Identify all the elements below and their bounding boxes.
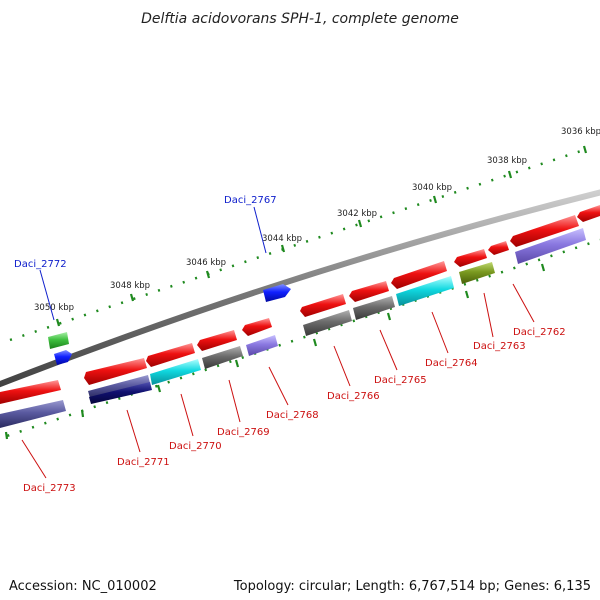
map-title: Delftia acidovorans SPH-1, complete geno… bbox=[141, 11, 459, 27]
leader-line bbox=[21, 439, 47, 479]
inner-tick bbox=[464, 290, 470, 299]
gene-block bbox=[459, 262, 495, 284]
gene-label-daci-2770: Daci_2770 bbox=[169, 441, 222, 452]
tick-label: 3038 kbp bbox=[487, 156, 527, 166]
gene-label-daci-2762: Daci_2762 bbox=[513, 327, 566, 338]
topology-text: Topology: circular; Length: 6,767,514 bp… bbox=[233, 579, 591, 594]
leader-line bbox=[253, 206, 267, 254]
tick-labels: 3050 kbp 3048 kbp 3046 kbp 3044 kbp 3042… bbox=[34, 127, 600, 313]
gene-block bbox=[246, 335, 278, 356]
major-tick bbox=[582, 145, 588, 154]
gene-block bbox=[0, 380, 61, 404]
gene-block bbox=[391, 261, 447, 289]
leader-line bbox=[333, 345, 351, 387]
gene-label-daci-2769: Daci_2769 bbox=[217, 427, 270, 438]
tick-label: 3040 kbp bbox=[412, 183, 452, 193]
leader-line bbox=[39, 269, 55, 321]
gene-block bbox=[303, 310, 352, 336]
gene-block bbox=[353, 296, 395, 320]
gene-block bbox=[146, 343, 195, 367]
gene-block bbox=[0, 400, 66, 428]
gene-block bbox=[150, 359, 201, 385]
tick-label: 3044 kbp bbox=[262, 234, 302, 244]
inner-tick bbox=[312, 338, 318, 347]
major-tick bbox=[205, 270, 211, 279]
gene-label-daci-2772: Daci_2772 bbox=[14, 259, 67, 270]
leader-line bbox=[126, 409, 141, 453]
gene-block bbox=[54, 350, 72, 365]
inner-tick-track bbox=[0, 238, 600, 440]
inner-tick bbox=[234, 359, 240, 368]
major-tick bbox=[280, 244, 286, 253]
major-tick bbox=[129, 293, 135, 302]
gene-label-daci-2764: Daci_2764 bbox=[425, 358, 478, 369]
accession-text: Accession: NC_010002 bbox=[9, 579, 157, 594]
inner-tick bbox=[386, 312, 392, 321]
gene-block bbox=[515, 228, 586, 264]
gene-block bbox=[88, 375, 150, 398]
bottom-gene-labels bbox=[21, 283, 535, 479]
genome-backbone bbox=[0, 189, 600, 388]
inner-tick bbox=[540, 263, 546, 272]
forward-strand-genes bbox=[0, 205, 600, 404]
tick-label: 3036 kbp bbox=[561, 127, 600, 137]
leader-line bbox=[268, 366, 289, 406]
gene-block bbox=[300, 294, 346, 317]
leader-line bbox=[379, 329, 398, 371]
tick-label: 3042 kbp bbox=[337, 209, 377, 219]
leader-line bbox=[228, 379, 241, 423]
major-tick bbox=[357, 219, 363, 228]
gene-label-daci-2773: Daci_2773 bbox=[23, 483, 76, 494]
gene-block bbox=[197, 330, 237, 351]
inner-tick bbox=[156, 384, 162, 393]
gene-block bbox=[349, 281, 389, 302]
major-tick bbox=[507, 170, 513, 179]
second-ring-genes bbox=[0, 228, 586, 428]
tick-label: 3046 kbp bbox=[186, 258, 226, 268]
gene-label-daci-2767: Daci_2767 bbox=[224, 195, 277, 206]
outer-major-ticks bbox=[55, 145, 588, 327]
leader-line bbox=[483, 292, 494, 338]
gene-block bbox=[510, 215, 579, 247]
gene-block bbox=[577, 205, 600, 222]
gene-label-daci-2771: Daci_2771 bbox=[117, 457, 170, 468]
gene-label-daci-2765: Daci_2765 bbox=[374, 375, 427, 386]
gene-block bbox=[84, 358, 147, 385]
gene-block bbox=[242, 318, 272, 336]
gene-block bbox=[48, 332, 69, 349]
gene-block bbox=[488, 241, 509, 255]
gene-block bbox=[263, 284, 291, 302]
gene-block bbox=[396, 276, 454, 306]
inner-major-ticks bbox=[4, 263, 546, 440]
top-gene-labels: Daci_2772 Daci_2767 bbox=[14, 195, 277, 321]
gene-block bbox=[202, 346, 243, 369]
tick-label: 3048 kbp bbox=[110, 281, 150, 291]
inner-tick bbox=[80, 409, 85, 418]
leader-line bbox=[180, 393, 194, 437]
outer-genes bbox=[48, 284, 291, 365]
major-tick bbox=[432, 195, 438, 204]
gene-block bbox=[89, 382, 152, 404]
gene-label-daci-2763: Daci_2763 bbox=[473, 341, 526, 352]
major-tick bbox=[55, 318, 61, 327]
inner-tick bbox=[4, 431, 9, 440]
gene-label-daci-2766: Daci_2766 bbox=[327, 391, 380, 402]
tick-label: 3050 kbp bbox=[34, 303, 74, 313]
leader-line bbox=[431, 311, 449, 354]
gene-label-daci-2768: Daci_2768 bbox=[266, 410, 319, 421]
gene-block bbox=[454, 249, 487, 267]
leader-line bbox=[512, 283, 535, 323]
bottom-gene-label-texts: Daci_2773 Daci_2771 Daci_2770 Daci_2769 … bbox=[23, 327, 566, 494]
